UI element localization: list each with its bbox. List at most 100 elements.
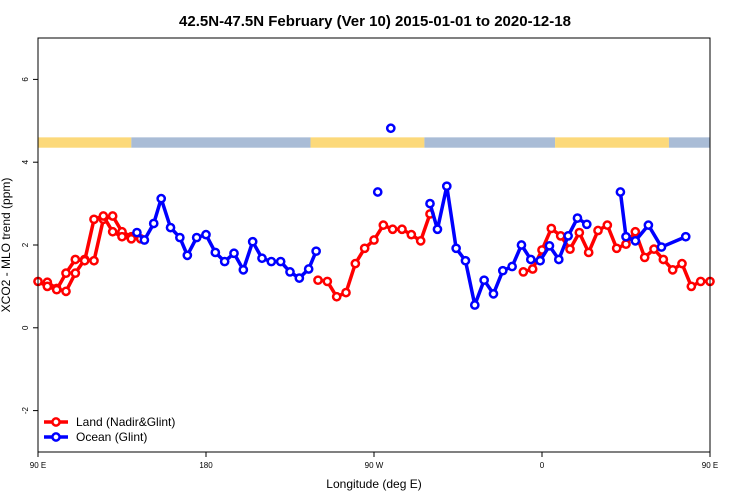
- data-point: [572, 213, 583, 223]
- series-layer: [33, 123, 715, 310]
- x-axis-label: Longitude (deg E): [326, 477, 421, 491]
- data-point: [275, 256, 286, 267]
- data-point: [285, 267, 295, 277]
- data-point: [397, 224, 407, 235]
- data-point: [488, 289, 499, 299]
- data-point: [425, 198, 435, 209]
- x-tick-label: 90 E: [702, 461, 718, 470]
- data-point: [70, 254, 81, 265]
- band-segment-ocean: [131, 137, 311, 148]
- band-segment-land: [38, 137, 132, 148]
- data-point: [516, 240, 527, 250]
- data-point: [553, 254, 564, 265]
- y-tick-label: 6: [21, 77, 30, 82]
- data-point: [219, 256, 230, 267]
- data-point: [247, 236, 258, 247]
- legend-label: Ocean (Glint): [76, 430, 147, 444]
- band-segment-land: [555, 137, 669, 148]
- legend-marker: [51, 417, 61, 427]
- y-axis: -2 0 2 4 6: [21, 77, 38, 414]
- data-point: [479, 275, 489, 286]
- data-point: [611, 243, 622, 254]
- data-point: [518, 267, 529, 277]
- data-point: [535, 255, 545, 266]
- y-tick-label: 2: [21, 242, 30, 247]
- data-point: [191, 232, 202, 243]
- data-point: [621, 239, 631, 250]
- data-point: [117, 231, 127, 242]
- data-point: [331, 291, 342, 302]
- data-point: [182, 250, 193, 261]
- data-point: [70, 268, 81, 279]
- legend: Land (Nadir&Glint)Ocean (Glint): [44, 415, 175, 444]
- data-point: [139, 235, 150, 245]
- y-tick-label: 4: [21, 159, 30, 164]
- data-point: [175, 232, 185, 243]
- data-point: [432, 224, 443, 235]
- data-point: [126, 233, 137, 244]
- data-point: [525, 254, 536, 265]
- data-point: [313, 275, 323, 286]
- data-point: [107, 211, 118, 221]
- outlier-point: [385, 123, 396, 134]
- data-point: [98, 211, 109, 221]
- data-point: [546, 223, 557, 234]
- data-point: [61, 268, 71, 279]
- data-point: [132, 227, 142, 238]
- data-point: [378, 220, 389, 230]
- data-point: [602, 220, 613, 230]
- data-point: [581, 219, 592, 230]
- x-tick-label: 90 E: [30, 461, 46, 470]
- x-tick-label: 0: [540, 461, 545, 470]
- data-point: [341, 287, 351, 298]
- data-point: [680, 231, 691, 242]
- legend-marker: [51, 432, 61, 442]
- data-point: [497, 265, 508, 276]
- plot-frame: [37, 37, 711, 453]
- series-line: [317, 213, 432, 299]
- data-point: [311, 246, 321, 257]
- data-point: [387, 224, 398, 235]
- data-point: [667, 264, 678, 275]
- data-point: [42, 281, 53, 292]
- y-tick-label: -2: [21, 406, 30, 414]
- data-point: [593, 225, 603, 236]
- data-point: [615, 187, 626, 197]
- data-point: [61, 286, 71, 297]
- data-point: [303, 264, 314, 274]
- data-point: [441, 181, 452, 192]
- data-point: [658, 254, 669, 265]
- data-point: [621, 231, 631, 242]
- data-point: [89, 214, 99, 225]
- series-land: [33, 209, 715, 302]
- data-point: [630, 236, 641, 246]
- data-point: [51, 284, 62, 295]
- band-segment-land: [310, 137, 425, 148]
- data-point: [574, 227, 585, 238]
- data-point: [322, 276, 333, 287]
- x-axis: 90 E 180 90 W 0 90 E: [30, 452, 718, 470]
- data-point: [451, 243, 461, 254]
- data-point: [649, 244, 659, 254]
- data-point: [656, 242, 667, 252]
- data-point: [415, 236, 426, 246]
- legend-label: Land (Nadir&Glint): [76, 415, 175, 429]
- data-point: [460, 255, 471, 266]
- data-point: [294, 273, 305, 283]
- band-segment-ocean: [668, 137, 710, 148]
- data-point: [372, 187, 383, 197]
- data-point: [507, 261, 517, 272]
- data-point: [544, 240, 555, 251]
- data-point: [563, 231, 573, 241]
- data-point: [350, 258, 361, 269]
- data-point: [527, 264, 538, 274]
- data-point: [257, 253, 267, 264]
- data-point: [201, 229, 211, 240]
- chart-title: 42.5N-47.5N February (Ver 10) 2015-01-01…: [179, 13, 571, 30]
- data-point: [630, 226, 641, 237]
- data-point: [229, 248, 239, 259]
- data-point: [359, 243, 370, 254]
- data-point: [583, 247, 594, 258]
- y-tick-label: 0: [21, 325, 30, 330]
